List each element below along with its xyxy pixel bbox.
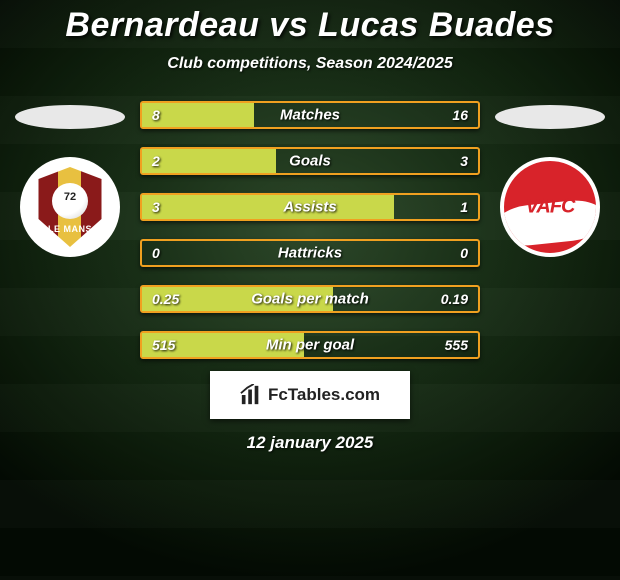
stat-value-right: 16 (452, 107, 468, 123)
right-player-avatar (495, 105, 605, 129)
stat-value-right: 0.19 (441, 291, 468, 307)
main-row: 72 LE MANS 8 16 Matches 2 3 Goals 3 1 Assists 0 0 H… (0, 101, 620, 359)
stat-label: Goals per match (251, 291, 369, 308)
date-text: 12 january 2025 (247, 433, 374, 453)
stat-bar: 3 1 Assists (140, 193, 480, 221)
stat-value-right: 0 (460, 245, 468, 261)
stat-value-left: 515 (152, 337, 175, 353)
lemans-number: 72 (64, 191, 76, 203)
page-subtitle: Club competitions, Season 2024/2025 (167, 55, 452, 73)
stat-bar: 2 3 Goals (140, 147, 480, 175)
left-player-avatar (15, 105, 125, 129)
stat-value-left: 0 (152, 245, 160, 261)
stat-label: Matches (280, 107, 340, 124)
lemans-text: LE MANS (48, 224, 92, 234)
left-player-column: 72 LE MANS (10, 101, 130, 257)
bar-chart-icon (240, 384, 262, 406)
stat-value-right: 1 (460, 199, 468, 215)
right-player-column: VAFC (490, 101, 610, 257)
stat-bar: 8 16 Matches (140, 101, 480, 129)
stat-bar-fill (142, 195, 394, 219)
stat-label: Assists (283, 199, 336, 216)
stat-value-left: 3 (152, 199, 160, 215)
stat-label: Goals (289, 153, 331, 170)
right-club-badge: VAFC (500, 157, 600, 257)
stat-bar: 515 555 Min per goal (140, 331, 480, 359)
stat-value-right: 3 (460, 153, 468, 169)
stat-bar-fill (142, 149, 276, 173)
brand-badge: FcTables.com (210, 371, 410, 419)
page-title: Bernardeau vs Lucas Buades (65, 6, 554, 45)
stat-bar: 0.25 0.19 Goals per match (140, 285, 480, 313)
stat-value-left: 2 (152, 153, 160, 169)
stat-label: Min per goal (266, 337, 354, 354)
left-club-badge: 72 LE MANS (20, 157, 120, 257)
stat-bar: 0 0 Hattricks (140, 239, 480, 267)
stat-value-left: 0.25 (152, 291, 179, 307)
stats-bars: 8 16 Matches 2 3 Goals 3 1 Assists 0 0 Hattricks 0.2… (140, 101, 480, 359)
stat-value-right: 555 (445, 337, 468, 353)
brand-text: FcTables.com (268, 385, 380, 405)
stat-label: Hattricks (278, 245, 342, 262)
stat-value-left: 8 (152, 107, 160, 123)
content: Bernardeau vs Lucas Buades Club competit… (0, 0, 620, 580)
vafc-text: VAFC (526, 196, 575, 219)
